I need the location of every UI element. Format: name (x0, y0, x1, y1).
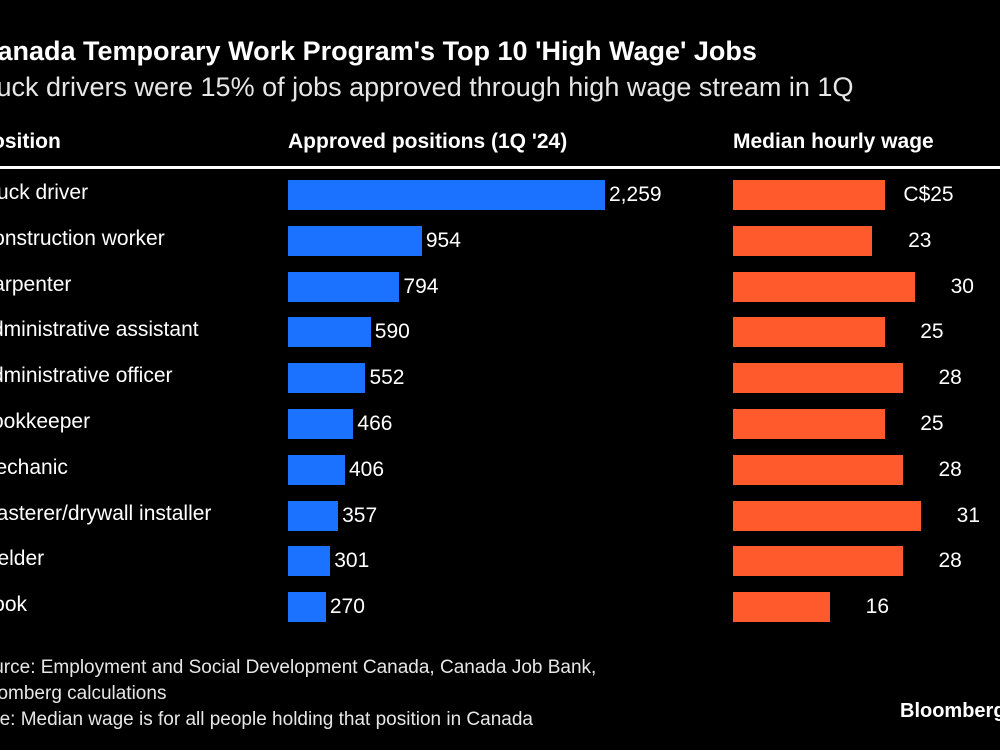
median-wage-bar (733, 409, 885, 439)
approved-positions-bar (288, 592, 326, 623)
median-wage-bar (733, 546, 903, 577)
median-wage-value: 31 (956, 503, 980, 527)
median-wage-value: 25 (920, 320, 944, 344)
category-label: Welder (0, 547, 45, 571)
category-label: Construction worker (0, 226, 165, 250)
column-header-median-wage: Median hourly wage (733, 130, 934, 153)
median-wage-value: C$25 (903, 183, 954, 206)
approved-positions-value: 794 (403, 274, 439, 298)
chart-subtitle: Truck drivers were 15% of jobs approved … (0, 72, 854, 102)
column-header-approved-positions: Approved positions (1Q '24) (288, 130, 568, 153)
median-wage-value: 28 (938, 366, 962, 390)
approved-positions-value: 2,259 (609, 183, 662, 206)
median-wage-value: 28 (938, 549, 962, 573)
column-header-position: Position (0, 130, 61, 153)
approved-positions-value: 552 (369, 366, 405, 390)
note-line: Note: Median wage is for all people hold… (0, 709, 533, 730)
approved-positions-bar (288, 271, 400, 302)
approved-positions-value: 466 (357, 412, 393, 435)
category-label: Mechanic (0, 455, 68, 479)
approved-positions-value: 301 (334, 549, 370, 573)
median-wage-bar (733, 271, 915, 302)
approved-positions-bar (288, 363, 366, 394)
median-wage-value: 25 (920, 412, 944, 435)
approved-positions-bar (288, 500, 339, 531)
median-wage-value: 30 (950, 274, 974, 298)
approved-positions-bar (288, 546, 331, 577)
category-label: Administrative officer (0, 364, 173, 388)
median-wage-bar (733, 454, 903, 485)
category-label: Administrative assistant (0, 318, 199, 342)
approved-positions-value: 406 (348, 457, 385, 481)
category-label: Bookkeeper (0, 410, 91, 433)
median-wage-value: 23 (908, 228, 932, 252)
chart-title: Canada Temporary Work Program's Top 10 '… (0, 36, 757, 66)
approved-positions-value: 590 (374, 320, 410, 344)
median-wage-bar (733, 592, 831, 623)
source-line-2: Bloomberg calculations (0, 683, 167, 704)
median-wage-value: 16 (865, 595, 890, 619)
approved-positions-bar (288, 454, 345, 485)
median-wage-bar (733, 363, 903, 394)
category-label: Carpenter (0, 272, 72, 296)
header-divider (0, 166, 1000, 169)
median-wage-bar (733, 500, 921, 531)
approved-positions-bar (288, 317, 371, 348)
bloomberg-logo: Bloomberg (900, 700, 1000, 722)
median-wage-value: 28 (938, 457, 962, 481)
median-wage-bar (733, 317, 885, 348)
approved-positions-bar (288, 180, 605, 210)
chart-footer: Source: Employment and Social Developmen… (0, 655, 770, 733)
approved-positions-bar (288, 225, 422, 256)
approved-positions-value: 954 (425, 228, 461, 252)
category-label: Plasterer/drywall installer (0, 501, 212, 525)
median-wage-bar (733, 180, 885, 210)
approved-positions-bar (288, 409, 354, 439)
median-wage-bar (733, 225, 873, 256)
category-label: Truck driver (0, 181, 89, 204)
category-label: Cook (0, 593, 28, 617)
source-line-1: Source: Employment and Social Developmen… (0, 657, 597, 678)
approved-positions-value: 357 (342, 503, 378, 527)
approved-positions-value: 270 (329, 595, 365, 619)
